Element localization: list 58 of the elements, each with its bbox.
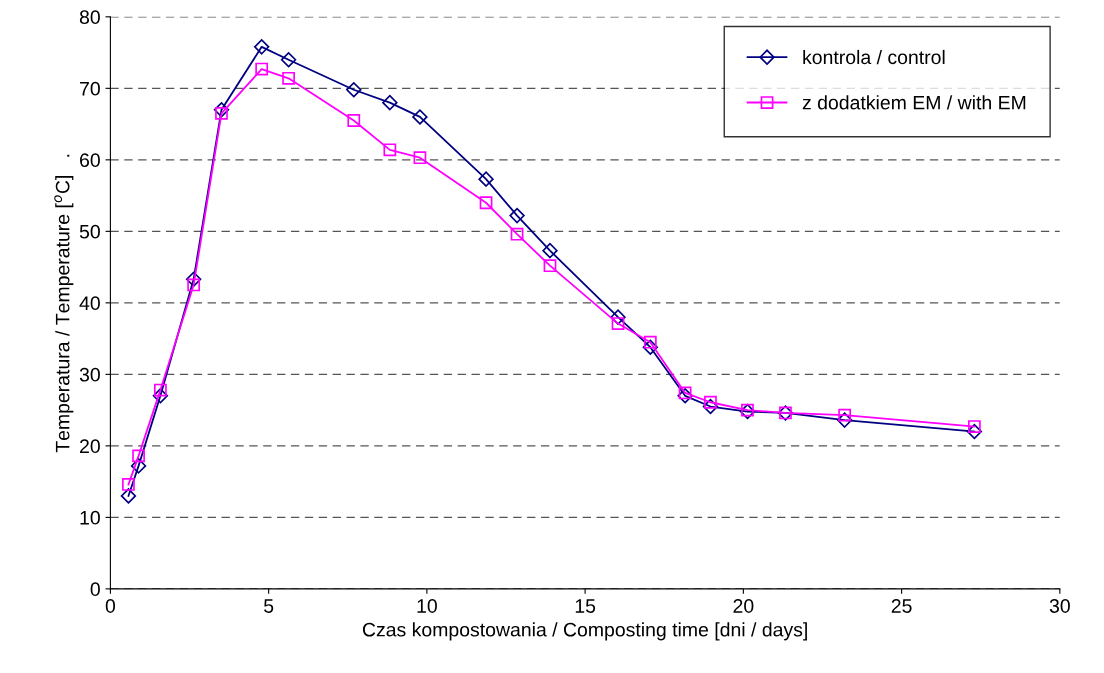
point <box>122 478 135 491</box>
point <box>836 412 853 428</box>
point <box>702 398 719 415</box>
point <box>130 458 147 474</box>
legend-label: kontrola / control <box>803 49 945 65</box>
y-tick-label: 70 <box>80 81 100 96</box>
y-tick-label: 30 <box>79 367 100 382</box>
point <box>611 317 625 330</box>
point <box>479 196 493 210</box>
y-tick-label: 10 <box>80 510 100 525</box>
x-tick-label: 5 <box>264 599 274 613</box>
point <box>510 227 524 241</box>
point <box>543 259 557 273</box>
x-tick-label: 30 <box>1049 599 1070 613</box>
y-tick-label: 40 <box>79 296 100 311</box>
point <box>704 395 717 409</box>
y-axis-title: Temperatura / Temperature [$^{o}$C] . <box>54 154 74 453</box>
point <box>120 488 137 504</box>
point <box>215 106 228 120</box>
point <box>838 408 852 422</box>
point <box>132 449 145 463</box>
point <box>382 94 398 111</box>
point <box>677 388 693 404</box>
point <box>542 242 558 259</box>
point <box>154 383 167 397</box>
point <box>282 71 295 85</box>
point <box>185 271 202 287</box>
point <box>347 114 361 127</box>
x-tick-label: 25 <box>891 599 912 613</box>
point <box>280 52 297 68</box>
point <box>967 420 981 433</box>
point <box>412 109 428 125</box>
point <box>383 143 397 157</box>
point <box>346 82 362 98</box>
point <box>509 207 525 224</box>
y-tick-label: 0 <box>90 582 100 597</box>
x-tick-label: 20 <box>733 599 754 613</box>
y-tick-label: 20 <box>80 439 100 454</box>
x-tick-label: 10 <box>417 599 437 613</box>
point <box>253 39 270 55</box>
point <box>413 151 427 165</box>
x-tick-label: 0 <box>105 599 116 613</box>
point <box>678 386 692 400</box>
point <box>643 335 657 349</box>
point <box>187 278 201 292</box>
y-tick-label: 80 <box>79 10 100 25</box>
x-tick-label: 15 <box>575 599 596 613</box>
point <box>255 62 269 76</box>
y-tick-label: 60 <box>80 153 100 168</box>
y-tick-label: 50 <box>79 224 100 239</box>
point <box>152 388 169 404</box>
point <box>610 309 626 325</box>
point <box>478 171 494 187</box>
point <box>966 423 983 440</box>
point <box>642 339 659 355</box>
legend-label: z dodatkiem EM / with EM <box>802 95 1026 110</box>
point <box>213 102 230 118</box>
x-axis-title: Czas kompostowania / Composting time [dni / days] <box>362 622 807 641</box>
